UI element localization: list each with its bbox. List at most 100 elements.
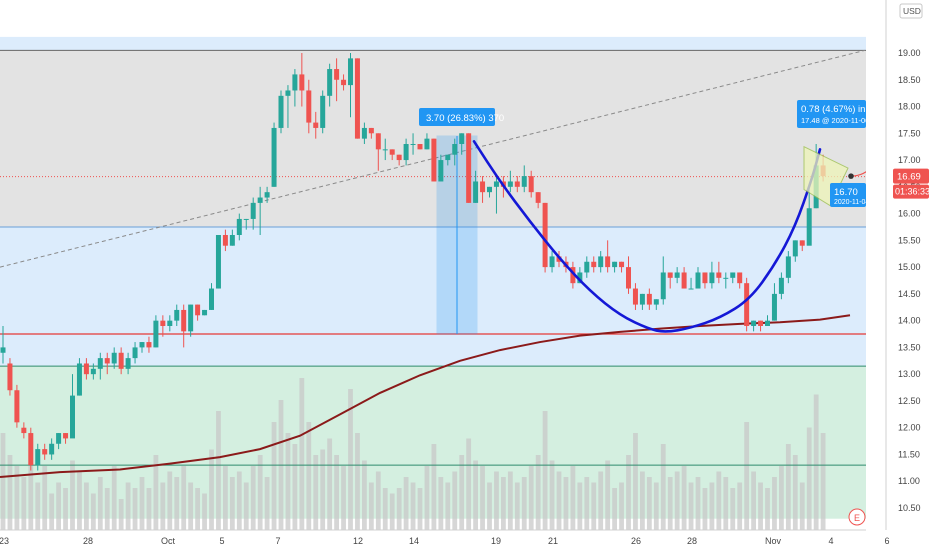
- candle-body: [751, 320, 757, 326]
- volume-bar: [514, 482, 520, 532]
- volume-bar: [584, 477, 590, 532]
- anchor-label-bg: [830, 183, 866, 207]
- volume-bar: [605, 460, 611, 532]
- volume-bar: [28, 449, 34, 532]
- volume-bar: [633, 433, 638, 532]
- volume-bar: [570, 466, 576, 532]
- time-axis-bg: [0, 530, 932, 550]
- volume-bar: [528, 466, 534, 532]
- volume-bar: [612, 488, 617, 532]
- volume-bar: [49, 493, 55, 532]
- volume-bar: [257, 455, 263, 532]
- volume-bar: [653, 482, 659, 532]
- trendline[interactable]: [0, 49, 866, 268]
- candle-body: [681, 272, 687, 289]
- candle-body: [480, 181, 486, 193]
- volume-bar: [417, 488, 423, 532]
- volume-bar: [327, 438, 333, 532]
- time-tick: 12: [353, 536, 363, 546]
- volume-bar: [431, 444, 437, 532]
- time-axis[interactable]: 23 28 Oct 5 7 12 14 19 21 26 28 Nov 4 6 E: [0, 508, 932, 550]
- volume-bar: [765, 488, 770, 532]
- volume-bar: [507, 471, 513, 532]
- projection-label-bg: [797, 100, 866, 128]
- candle-body: [653, 299, 659, 305]
- volume-bar: [362, 460, 367, 532]
- last-price-value: 16.69: [897, 172, 921, 183]
- candle-body: [667, 272, 673, 278]
- candle-body: [723, 277, 729, 279]
- candle-body: [278, 95, 284, 128]
- candle-body: [174, 309, 180, 321]
- volume-bar: [820, 433, 826, 532]
- candle-body: [83, 363, 89, 375]
- volume-bar: [167, 471, 173, 532]
- volume-bar: [709, 482, 715, 532]
- candle-body: [250, 202, 256, 219]
- price-axis[interactable]: USD 10.50 11.00 11.50 12.00 12.50 13.00 13.50 14…: [866, 0, 932, 550]
- candle-body: [799, 240, 805, 246]
- volume-bar: [0, 433, 6, 532]
- candle-body: [215, 235, 221, 289]
- volume-bar: [799, 482, 805, 532]
- time-tick: 28: [687, 536, 697, 546]
- candle-body: [299, 74, 305, 91]
- volume-bar: [619, 482, 624, 532]
- candle-body: [104, 358, 110, 364]
- volume-bar: [702, 488, 708, 532]
- candle-body: [598, 256, 604, 268]
- time-tick: 6: [884, 536, 889, 546]
- volume-bar: [424, 466, 430, 532]
- anchor-label: 16.70: [834, 187, 858, 198]
- candle-body: [702, 272, 708, 284]
- volume-bar: [35, 482, 41, 532]
- zone-top: [0, 36, 866, 51]
- candle-body: [619, 261, 625, 268]
- volume-bar: [487, 482, 492, 532]
- candle-body: [160, 320, 166, 326]
- candle-body: [646, 293, 652, 305]
- volume-bar: [549, 460, 555, 532]
- cup-pattern[interactable]: [472, 140, 822, 333]
- volume-bar: [368, 482, 374, 532]
- price-tick: 12.00: [898, 423, 921, 433]
- volume-bar: [459, 455, 465, 532]
- candle-body: [243, 218, 249, 220]
- candle-body: [118, 352, 124, 369]
- volume-bar: [681, 466, 687, 532]
- moving-average: [0, 314, 851, 478]
- zone: [0, 226, 866, 367]
- candle-body: [334, 69, 340, 80]
- candle-body: [188, 304, 194, 332]
- volume-bar: [577, 482, 583, 532]
- volume-bar: [480, 466, 485, 532]
- price-tick: 18.50: [898, 75, 921, 85]
- candle-body: [744, 283, 750, 326]
- candle-body: [396, 154, 402, 161]
- volume-bar: [118, 499, 124, 532]
- price-tick: 19.00: [898, 48, 921, 58]
- volume-bar: [139, 477, 145, 532]
- price-tick: 17.00: [898, 155, 921, 165]
- volume-bar: [7, 455, 13, 532]
- time-tick: 21: [548, 536, 558, 546]
- volume-bar: [591, 482, 597, 532]
- volume-bar: [174, 477, 180, 532]
- countdown-box: [893, 184, 929, 199]
- candlesticks: [0, 53, 826, 471]
- time-tick: Oct: [161, 536, 176, 546]
- candle-body: [0, 347, 6, 353]
- volume-bar: [382, 488, 388, 532]
- volume-bar: [542, 411, 548, 532]
- candle-body: [778, 277, 784, 294]
- volume-bar: [737, 482, 743, 532]
- candle-body: [56, 433, 62, 444]
- candle-body: [639, 293, 645, 305]
- candle-body: [424, 138, 430, 150]
- candle-body: [361, 127, 367, 139]
- candle-body: [758, 320, 764, 326]
- projection-label: 0.78 (4.67%) in 1d 18h: [801, 104, 897, 115]
